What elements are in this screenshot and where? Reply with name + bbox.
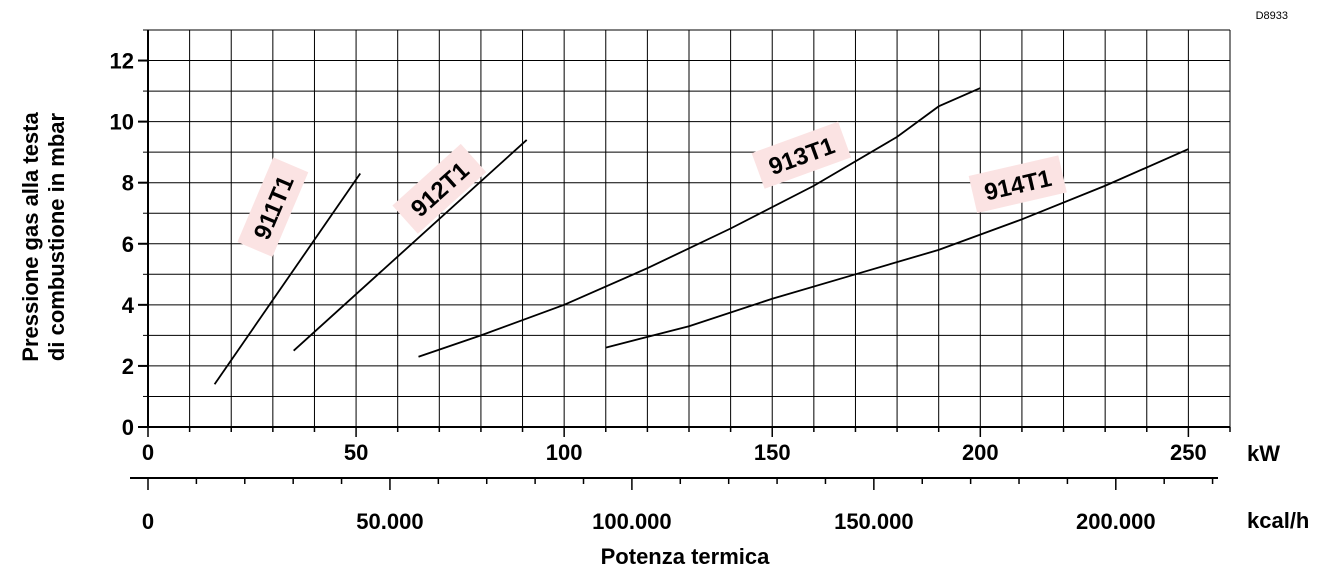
x2-tick-label: 0: [142, 509, 154, 534]
y-tick-label: 2: [122, 354, 134, 379]
series-label-914T1: 914T1: [968, 155, 1067, 214]
x2-tick-label: 50.000: [356, 509, 423, 534]
x2-unit-label: kcal/h: [1247, 508, 1309, 533]
series-label-box: [968, 155, 1067, 214]
series-line-913T1: [418, 87, 981, 358]
x-unit-label: kW: [1247, 441, 1280, 466]
y-axis-title-line1: Pressione gas alla testa: [18, 112, 43, 362]
series-lines: [213, 87, 1189, 385]
x2-tick-label: 150.000: [834, 509, 914, 534]
series-label-911T1: 911T1: [237, 157, 309, 257]
axes: 0 2 4 6 8 10 12 0 50 100 150 200 250 0 50.000 100.000 15…: [110, 29, 1231, 534]
y-axis-title-line2: di combustione in mbar: [44, 112, 69, 361]
series-line-914T1: [605, 148, 1189, 349]
series-label-913T1: 913T1: [751, 121, 852, 189]
series-line-911T1: [213, 173, 361, 385]
y-tick-label: 0: [122, 415, 134, 440]
y-tick-label: 12: [110, 49, 134, 74]
y-tick-label: 6: [122, 232, 134, 257]
y-tick-label: 4: [122, 293, 135, 318]
x-tick-label: 150: [754, 440, 791, 465]
series-label-box: [751, 121, 852, 189]
x-tick-label: 0: [142, 440, 154, 465]
series-label-box: [392, 143, 487, 234]
x-tick-label: 250: [1170, 440, 1207, 465]
x-tick-label: 50: [344, 440, 368, 465]
drawing-code: D8933: [1256, 10, 1288, 22]
series-line-912T1: [293, 139, 528, 352]
plot-grid: [147, 29, 1231, 428]
series-label-box: [237, 157, 309, 257]
x2-tick-label: 200.000: [1076, 509, 1156, 534]
x2-tick-label: 100.000: [592, 509, 672, 534]
y-tick-label: 10: [110, 110, 134, 135]
x-tick-label: 200: [962, 440, 999, 465]
x-axis-title: Potenza termica: [601, 544, 770, 569]
y-tick-label: 8: [122, 171, 134, 196]
x-tick-label: 100: [546, 440, 583, 465]
